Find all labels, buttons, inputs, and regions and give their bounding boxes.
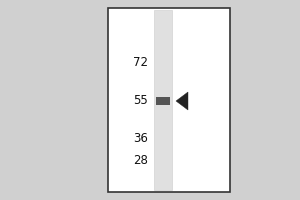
Text: 55: 55 <box>133 94 148 106</box>
Bar <box>156 97 170 105</box>
Text: 72: 72 <box>133 56 148 70</box>
Polygon shape <box>176 92 188 110</box>
Bar <box>154 10 172 190</box>
Bar <box>108 8 230 192</box>
Text: 36: 36 <box>133 132 148 144</box>
Text: 28: 28 <box>133 154 148 166</box>
